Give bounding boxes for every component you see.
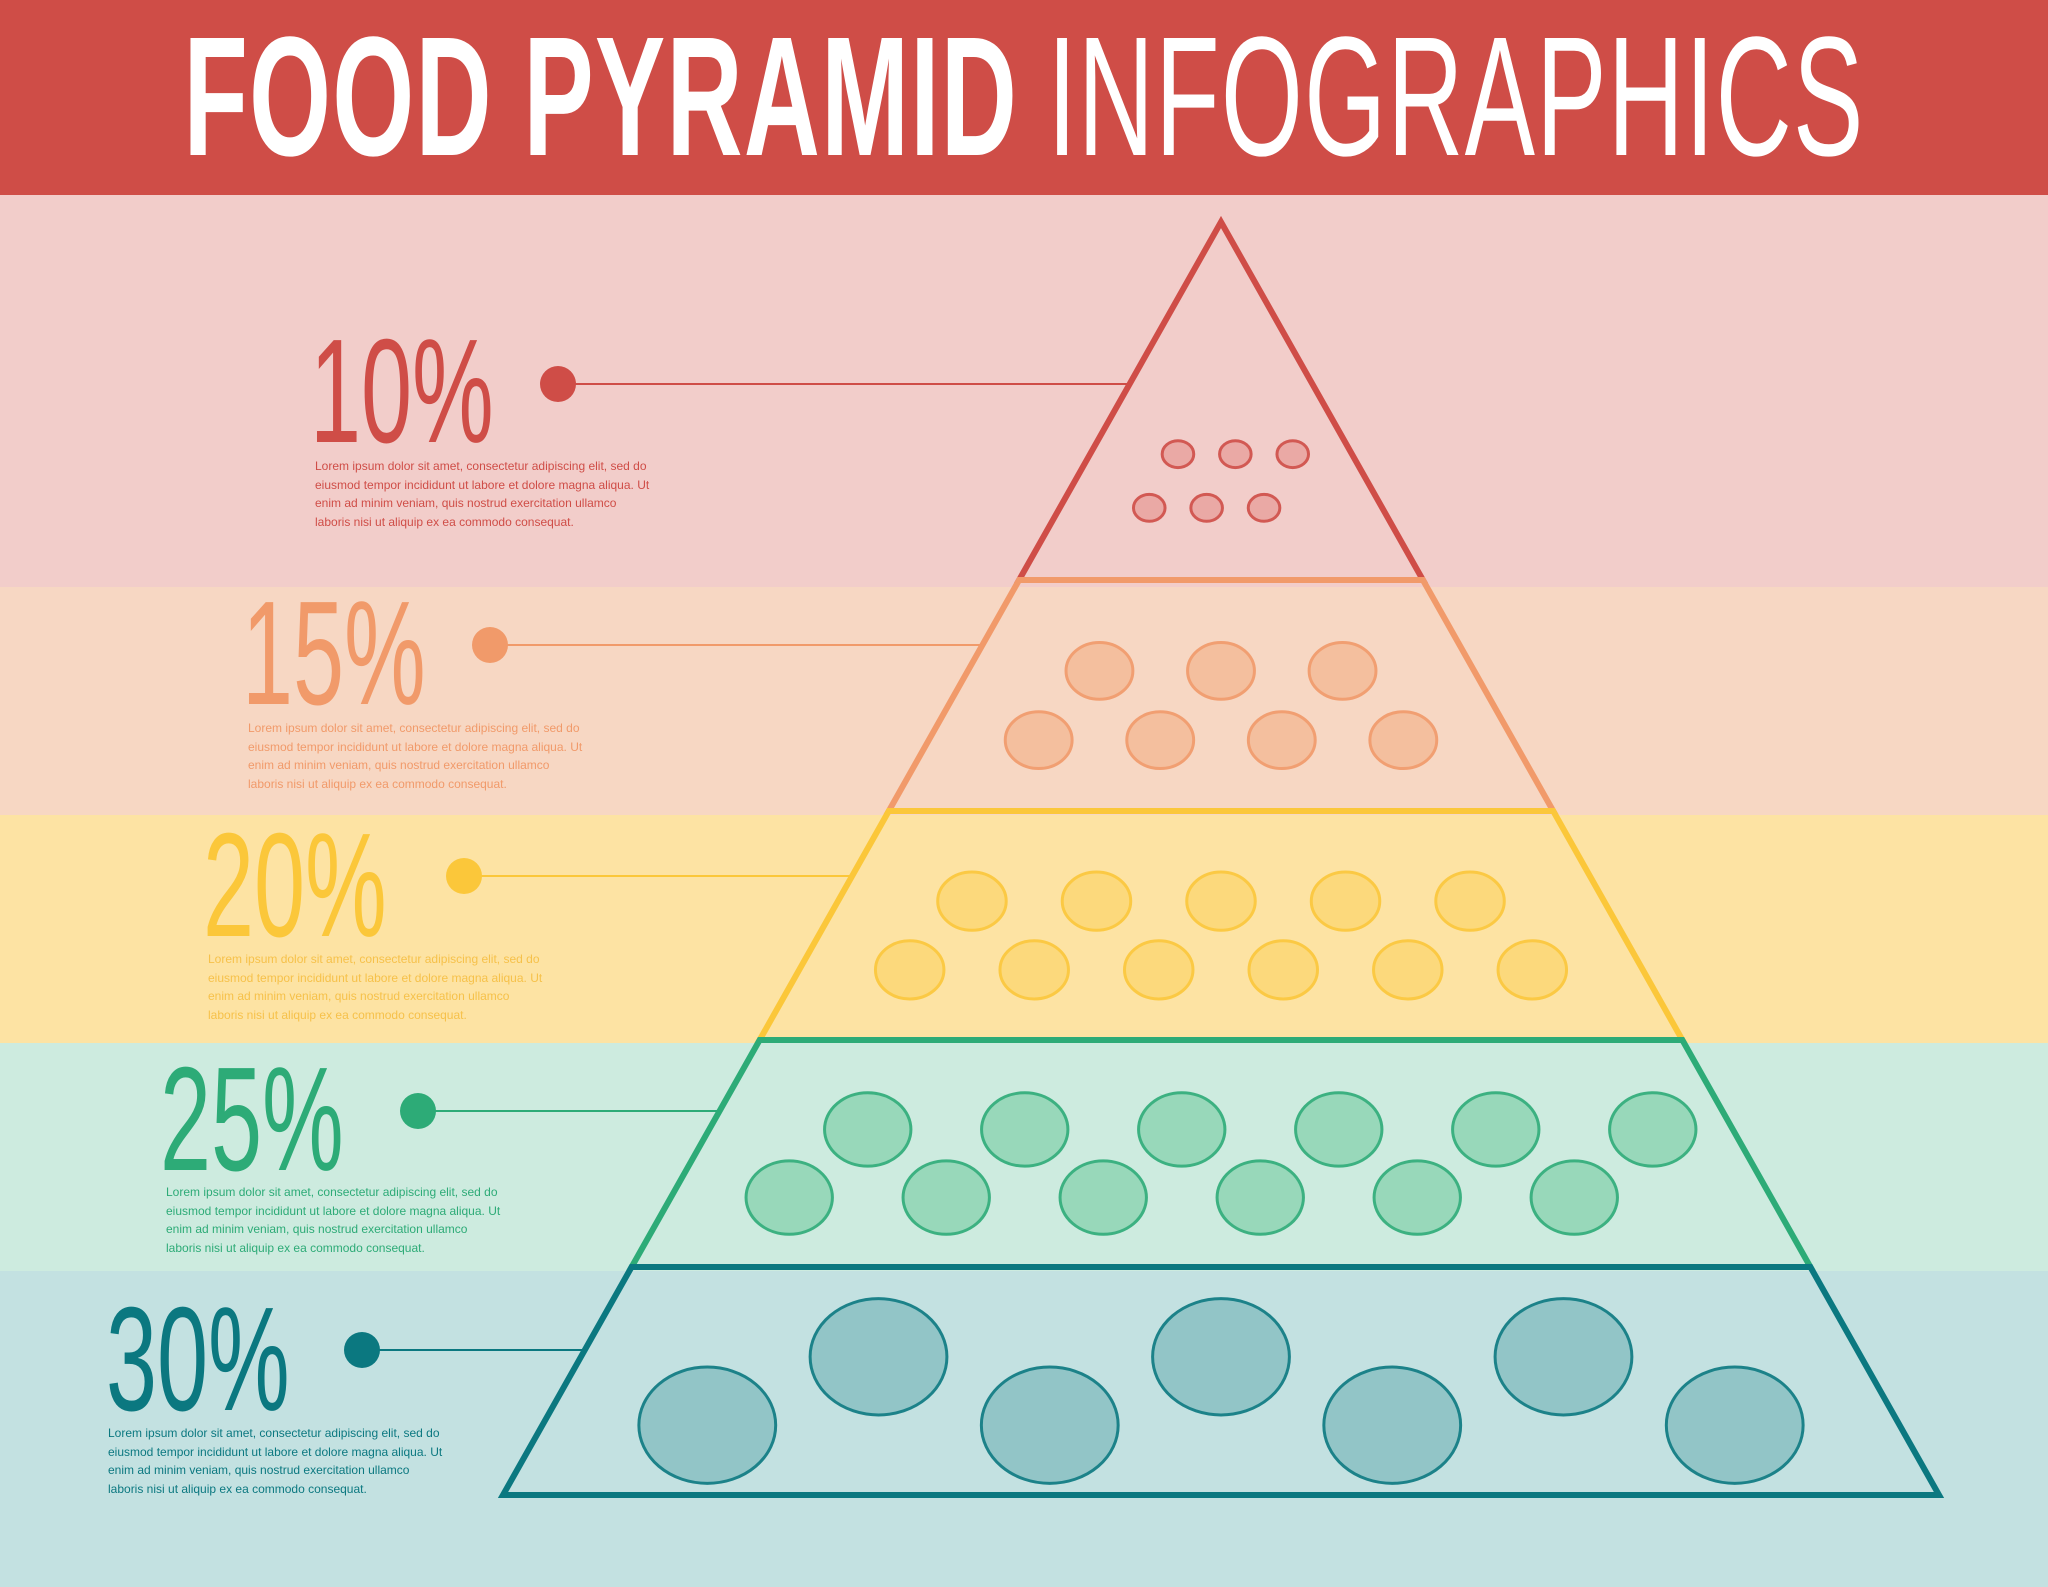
tier-2-percent: 15% [242,571,426,736]
tier-1-percent: 10% [310,309,494,474]
pretzel-icon [808,1297,949,1417]
cabbage-icon [823,1091,913,1168]
pyramid-tier-5 [497,1264,1945,1498]
tier-3-dot [446,858,482,894]
cucumber-icon [1137,1091,1227,1168]
tier-5-percent: 30% [106,1277,290,1442]
cheese-icon [1003,710,1074,771]
tier-1-description: Lorem ipsum dolor sit amet, consectetur … [315,459,650,529]
pineapple-icon [1496,939,1569,1001]
burger-icon [1246,492,1282,523]
tier-3-description: Lorem ipsum dolor sit amet, consectetur … [208,952,543,1022]
milk-bottle-icon [1064,640,1135,701]
lemon-icon [1309,870,1382,932]
popcorn-icon [1189,492,1224,523]
watermelon-icon [1247,939,1320,1001]
lobster-icon [1307,640,1378,701]
header: FOOD PYRAMID INFOGRAPHICS [0,0,2048,195]
tier-2-description: Lorem ipsum dolor sit amet, consectetur … [248,721,583,791]
broccoli-icon [1058,1159,1148,1236]
fries-icon [1218,439,1253,470]
round-bread-icon [1322,1365,1463,1485]
tier-1-dot [540,366,576,402]
tier-4-description: Lorem ipsum dolor sit amet, consectetur … [166,1185,501,1255]
potato-icon [1215,1159,1305,1236]
band-tier-2 [0,587,2048,815]
apple-icon [1060,870,1133,932]
tier-5-description: Lorem ipsum dolor sit amet, consectetur … [108,1426,443,1496]
taco-icon [1275,439,1311,470]
page-title: FOOD PYRAMID INFOGRAPHICS [183,12,1864,182]
title-bold: FOOD PYRAMID [183,2,1019,192]
garlic-icon [744,1159,834,1236]
cherries-icon [998,939,1070,1001]
soda-cup-icon [1160,439,1196,470]
ice-cream-icon [1131,492,1167,523]
chili-icon [1372,1159,1462,1236]
tomato-icon [1451,1091,1541,1168]
eggs-icon [1125,710,1196,771]
pyramid-tier-1 [1013,215,1429,583]
title-light: INFOGRAPHICS [1047,2,1865,192]
melon-icon [873,939,946,1001]
bun-icon [1493,1297,1634,1417]
sausage-icon [1186,640,1256,701]
baguette-icon [637,1365,778,1485]
bread-loaf-icon [979,1365,1120,1485]
carrot-icon [901,1159,991,1236]
band-tier-1 [0,195,2048,587]
fish-icon [1368,710,1439,771]
tier-5-dot [344,1332,380,1368]
band-tier-3 [0,815,2048,1043]
ham-icon [1246,710,1317,771]
toast-icon [1151,1297,1291,1417]
pear-icon [1434,870,1506,932]
tier-2-dot [472,627,508,663]
pepper-icon [980,1091,1070,1168]
tier-4-dot [400,1093,436,1129]
avocado-icon [1185,870,1257,932]
eggplant-icon [1529,1159,1619,1236]
banana-icon [1122,939,1195,1001]
grapes-icon [1372,939,1444,1001]
pumpkin-icon [1294,1091,1384,1168]
tier-4-percent: 25% [160,1037,344,1202]
corn-icon [1608,1091,1698,1168]
orange-icon [936,870,1008,932]
sliced-bread-icon [1664,1365,1805,1485]
tier-3-percent: 20% [203,803,387,968]
